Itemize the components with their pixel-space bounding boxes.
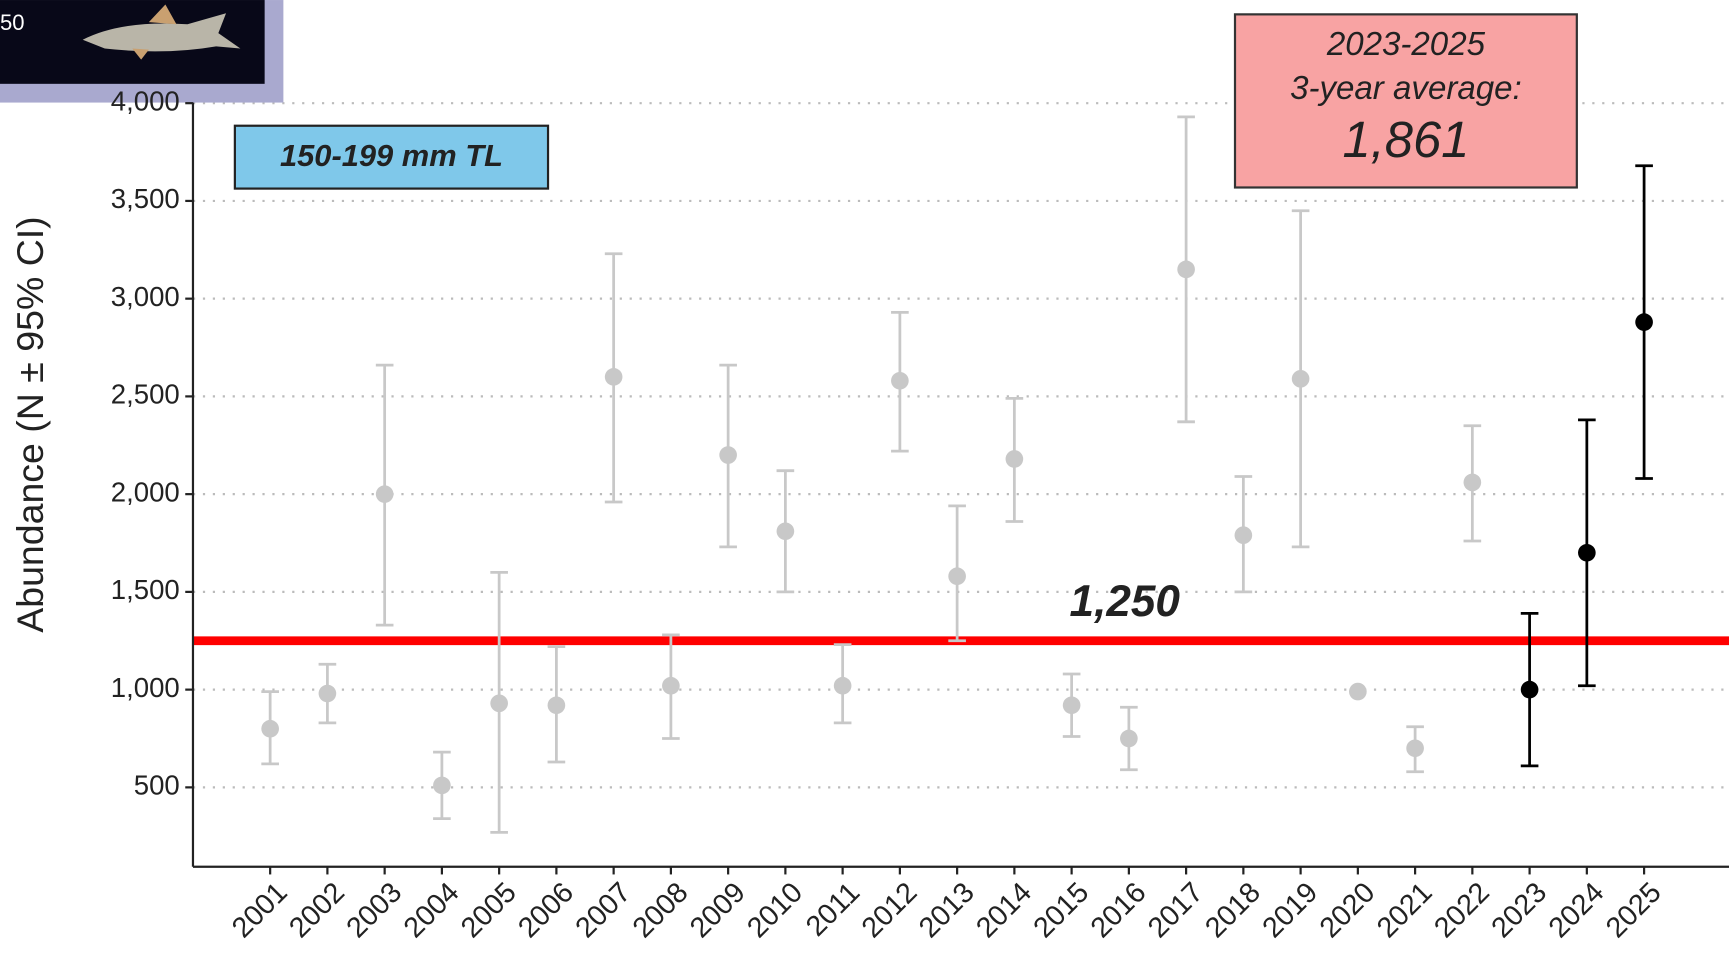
size-class-box [233,124,550,190]
x-tick-label: 2016 [1085,876,1153,944]
x-tick-label: 2024 [1543,876,1611,944]
y-tick-label: 1,000 [111,672,180,703]
x-tick-label: 2020 [1314,876,1382,944]
point [1463,473,1482,492]
point [1635,313,1653,331]
point [719,446,737,464]
point [1120,729,1138,748]
x-tick-label: 2011 [800,876,866,942]
point [1291,369,1310,388]
point [261,719,279,738]
size-class-label: 150-199 mm TL [280,138,503,173]
y-tick-label: 4,000 [111,85,180,116]
y-axis-title: Abundance (N ± 95% CI) [9,216,51,632]
point [1234,526,1253,545]
x-tick-label: 2004 [398,876,466,944]
average-box [1233,13,1578,189]
y-tick-label: 1,500 [111,574,180,605]
x-tick-label: 2025 [1600,876,1668,944]
x-tick-label: 2002 [283,876,351,944]
x-tick-label: 2001 [226,876,294,944]
x-tick-label: 2003 [340,876,408,944]
x-tick-label: 2009 [684,876,752,944]
point [948,567,966,586]
point [433,776,451,795]
x-tick-label: 2018 [1199,876,1267,944]
point [776,522,795,541]
point [375,485,394,503]
fish-fins [132,4,177,60]
point [1177,260,1195,279]
average-value: 1,861 [1342,111,1469,168]
point [490,694,508,713]
average-line2: 3-year average: [1290,70,1522,107]
x-tick-label: 2005 [455,876,523,944]
y-tick-label: 3,000 [111,281,180,312]
point [1062,696,1081,715]
point [1520,680,1539,699]
y-tick-label: 500 [134,770,180,801]
x-tick-label: 2012 [856,876,924,944]
point [604,368,623,386]
grid [192,102,1729,789]
x-tick-label: 2014 [970,876,1038,944]
x-tick-label: 2008 [627,876,695,944]
point [1349,682,1367,701]
x-tick-label: 2021 [1371,876,1439,944]
point [547,696,566,715]
x-tick-label: 2006 [512,876,580,944]
y-tick-label: 2,000 [111,476,180,507]
y-tick-label: 2,500 [111,379,180,410]
x-tick-label: 2022 [1428,876,1496,944]
x-tick-label: 2017 [1142,876,1210,944]
x-tick-label: 2013 [913,876,981,944]
fish-icon [82,13,241,52]
y-tick-label: 3,500 [111,183,180,214]
point [662,676,680,695]
x-tick-label: 2019 [1256,876,1324,944]
x-tick-label: 2023 [1485,876,1553,944]
plot-area [192,115,1729,834]
point [318,684,337,703]
point [833,676,852,695]
inset: 50 [0,0,284,103]
average-line1: 2023-2025 [1326,26,1486,63]
point [1005,450,1024,468]
x-tick-label: 2015 [1027,876,1095,944]
x-tick-label: 2010 [741,876,809,944]
point [1406,739,1424,758]
threshold-label: 1,250 [1070,577,1181,626]
point [891,371,909,390]
x-tick-label: 2007 [569,876,637,944]
point [1578,543,1596,562]
inset-text: 50 [0,10,25,35]
